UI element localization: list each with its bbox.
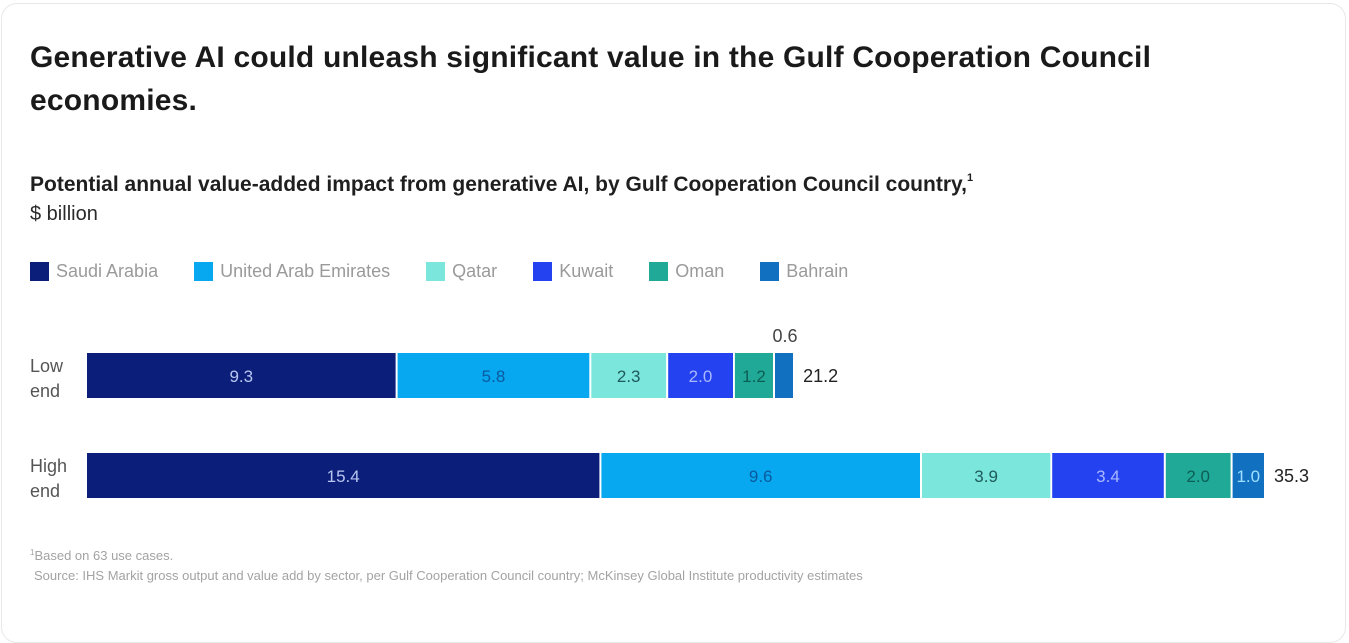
legend-label: Bahrain	[786, 261, 849, 281]
legend-swatch	[194, 262, 214, 281]
bar-data-label: 2.3	[617, 367, 641, 386]
footnote-note: 1Based on 63 use cases.	[30, 543, 863, 566]
legend-item: Qatar	[426, 261, 497, 282]
footnote-source: Source: IHS Markit gross output and valu…	[34, 568, 863, 583]
legend-item: United Arab Emirates	[194, 261, 390, 282]
bar-data-label: 3.4	[1096, 467, 1120, 486]
units-label: $ billion	[30, 203, 98, 225]
chart-subtitle: Potential annual value-added impact from…	[30, 172, 973, 197]
legend-swatch	[533, 262, 553, 281]
bar-data-label: 1.2	[742, 367, 766, 386]
bar-segment	[601, 453, 920, 498]
legend-label: United Arab Emirates	[220, 261, 391, 281]
category-label-line2: end	[30, 481, 60, 501]
category-label-line2: end	[30, 381, 60, 401]
legend-label: Qatar	[452, 261, 498, 281]
footnote-note-text: Based on 63 use cases.	[34, 548, 174, 563]
bar-segment	[1232, 453, 1264, 498]
category-label-line1: Low	[30, 356, 64, 376]
legend-swatch	[760, 262, 780, 281]
subtitle-footnote-marker: 1	[966, 172, 974, 184]
bar-segment	[87, 353, 396, 398]
legend-swatch	[426, 262, 446, 281]
legend-item: Saudi Arabia	[30, 261, 158, 282]
bar-data-label: 2.0	[1186, 467, 1210, 486]
bar-segment	[1052, 453, 1164, 498]
category-label-line1: High	[30, 456, 67, 476]
legend-label: Kuwait	[559, 261, 614, 281]
bar-data-label: 9.3	[229, 367, 253, 386]
bar-data-label: 15.4	[327, 467, 360, 486]
subtitle-text: Potential annual value-added impact from…	[30, 173, 967, 196]
bar-data-label: 9.6	[749, 467, 773, 486]
bar-segment	[397, 353, 590, 398]
bar-segment	[87, 453, 600, 498]
legend-item: Oman	[649, 261, 724, 282]
bar-segment	[668, 353, 733, 398]
legend-label: Oman	[675, 261, 725, 281]
bar-data-label: 2.0	[689, 367, 713, 386]
legend-swatch	[649, 262, 669, 281]
bar-data-label: 1.0	[1236, 467, 1260, 486]
footnote-marker: 1	[30, 548, 35, 557]
bar-segment	[734, 353, 773, 398]
legend: Saudi Arabia United Arab Emirates Qatar Kuw…	[30, 261, 884, 282]
stacked-bar-chart: Low end 9.3 5.8 2.3 2.0 1.2 0.6 21.2 High end 15.4 9…	[30, 326, 1309, 501]
bar-data-label-outside: 0.6	[772, 326, 797, 346]
footnotes: 1Based on 63 use cases. Source: IHS Mark…	[30, 543, 863, 586]
bar-total-label: 21.2	[803, 366, 838, 386]
legend-label: Saudi Arabia	[56, 261, 159, 281]
bar-data-label: 5.8	[482, 367, 506, 386]
legend-item: Kuwait	[533, 261, 613, 282]
legend-swatch	[30, 262, 49, 281]
bar-data-label: 3.9	[974, 467, 998, 486]
bar-total-label: 35.3	[1274, 466, 1309, 486]
bar-segment	[1165, 453, 1231, 498]
bar-segment	[922, 453, 1051, 498]
chart-card	[1, 3, 1346, 643]
bar-segment	[591, 353, 667, 398]
legend-item: Bahrain	[760, 261, 848, 282]
bar-segment	[775, 353, 793, 398]
chart-title: Generative AI could unleash significant …	[30, 41, 1152, 117]
